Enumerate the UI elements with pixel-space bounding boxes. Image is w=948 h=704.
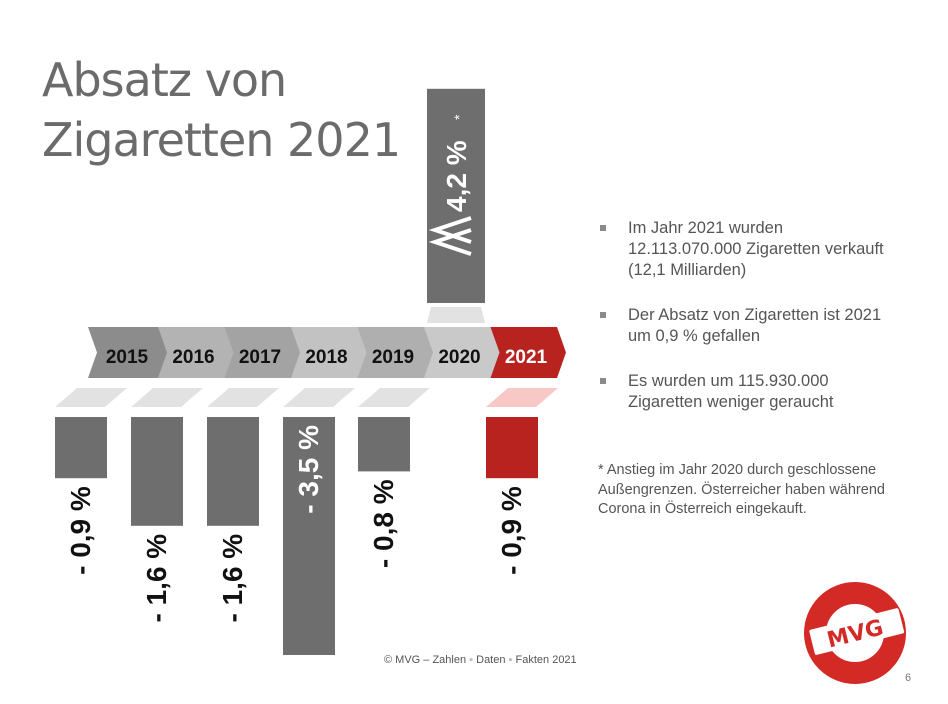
- bar-shadow: [486, 388, 558, 407]
- footnote: * Anstieg im Jahr 2020 durch geschlossen…: [598, 462, 885, 517]
- chart: 2015 2016 2017 2018 2019 2020 2021 - 0,9 % - 1,6…: [55, 88, 566, 655]
- footer-item-fakten: Fakten 2021: [515, 654, 577, 666]
- bar-shadow: [427, 307, 485, 323]
- year-label: 2019: [372, 347, 414, 368]
- year-label: 2021: [505, 347, 548, 368]
- bar-shadow: [131, 388, 203, 407]
- value-label: - 0,8 %: [368, 479, 399, 568]
- year-label: 2017: [239, 347, 281, 368]
- logo-text: MVG: [825, 615, 886, 653]
- bullet-square-icon: [600, 225, 606, 231]
- timeline-segment: [88, 327, 167, 378]
- footer: © MVG – Zahlen ▪ Daten ▪ Fakten 2021: [384, 654, 577, 666]
- timeline-segment: [221, 327, 300, 378]
- bar: [207, 417, 259, 526]
- year-label: 2018: [305, 347, 347, 368]
- title-line-1: Absatz von: [42, 53, 287, 107]
- year-label: 2015: [106, 347, 149, 368]
- timeline-segment: [154, 327, 234, 378]
- timeline-segment: [420, 327, 500, 378]
- bullet-list: Im Jahr 2021 wurden 12.113.070.000 Zigar…: [600, 218, 900, 437]
- bullet-text: Der Absatz von Zigaretten ist 2021 um 0,…: [628, 306, 882, 345]
- bar: [55, 417, 107, 479]
- bullet-text: Im Jahr 2021 wurden 12.113.070.000 Zigar…: [628, 219, 884, 279]
- bar-shadow: [207, 388, 279, 407]
- mvg-logo: MVG: [804, 582, 906, 684]
- timeline-segment: [287, 327, 367, 378]
- value-label: - 0,9 %: [496, 486, 527, 575]
- bullet-item: Der Absatz von Zigaretten ist 2021 um 0,…: [600, 305, 900, 347]
- bullet-item: Es wurden um 115.930.000 Zigaretten weni…: [600, 371, 900, 413]
- value-label: - 1,6 %: [217, 534, 248, 623]
- year-label: 2020: [438, 347, 480, 368]
- slide-title: Absatz von Zigaretten 2021: [42, 50, 401, 170]
- bar-shadow: [55, 388, 127, 407]
- bar: [131, 417, 183, 526]
- value-label: - 3,5 %: [293, 425, 324, 514]
- chevron-icon: [428, 228, 472, 256]
- bar: [427, 88, 485, 303]
- year-label: 2016: [172, 347, 214, 368]
- bullet-square-icon: [600, 378, 606, 384]
- footer-copyright: © MVG – Zahlen: [384, 654, 467, 666]
- bullet-square-icon: [600, 312, 606, 318]
- bar-shadow: [358, 388, 430, 407]
- value-label: - 0,9 %: [65, 486, 96, 575]
- footer-separator: ▪: [508, 654, 513, 666]
- bullet-item: Im Jahr 2021 wurden 12.113.070.000 Zigar…: [600, 218, 900, 281]
- bar: [283, 417, 335, 655]
- bar-shadow: [283, 388, 355, 407]
- footer-separator: ▪: [469, 654, 474, 666]
- value-label: 4,2 %: [441, 140, 472, 212]
- value-label: - 1,6 %: [141, 534, 172, 623]
- timeline-segment: [354, 327, 433, 378]
- chevron-icon: [428, 216, 472, 244]
- footer-item-daten: Daten: [476, 654, 506, 666]
- bar: [486, 417, 538, 479]
- timeline-segment: [487, 327, 566, 378]
- footnote-marker: *: [451, 114, 467, 120]
- page-number: 6: [905, 672, 912, 684]
- title-line-2: Zigaretten 2021: [42, 113, 401, 167]
- bullet-text: Es wurden um 115.930.000 Zigaretten weni…: [628, 372, 834, 411]
- bar: [358, 417, 410, 472]
